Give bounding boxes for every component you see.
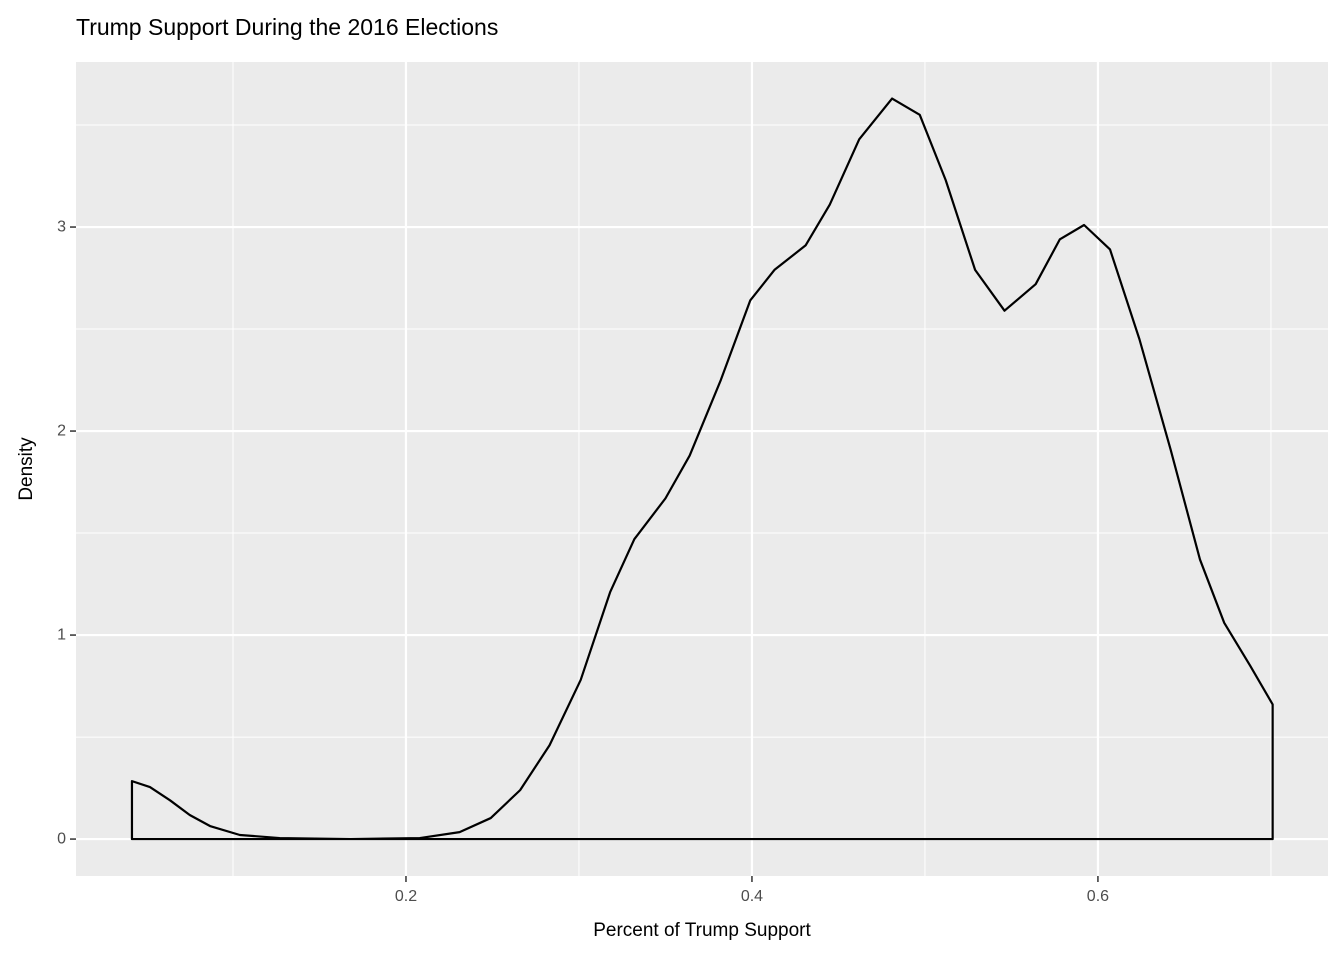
panel — [76, 62, 1328, 876]
x-tick-label: 0.2 — [395, 888, 417, 905]
x-axis-title: Percent of Trump Support — [593, 920, 811, 941]
y-tick-label: 1 — [57, 626, 66, 643]
y-axis-title: Density — [16, 437, 37, 501]
chart-title: Trump Support During the 2016 Elections — [76, 14, 498, 40]
x-tick-label: 0.6 — [1087, 888, 1109, 905]
x-tick-label: 0.4 — [741, 888, 763, 905]
y-tick-label: 3 — [57, 218, 66, 235]
density-curve — [130, 97, 1274, 841]
y-tick-label: 0 — [57, 830, 66, 847]
y-tick-label: 2 — [57, 422, 66, 439]
